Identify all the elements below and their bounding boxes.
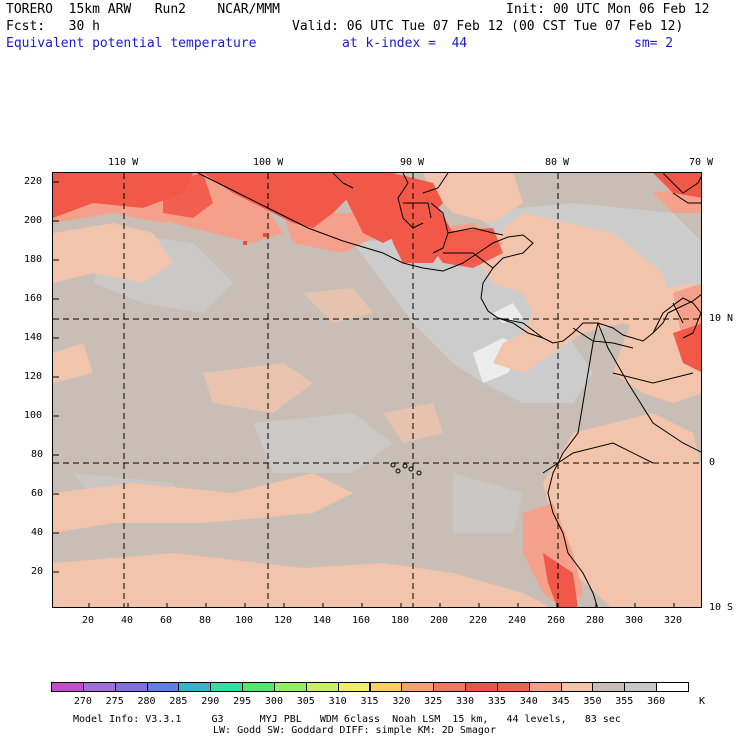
colorbar-swatch (242, 682, 275, 692)
lat-label-10s: 10 S (709, 602, 734, 613)
lon-label-70w: 70 W (689, 157, 714, 168)
graticule (53, 173, 701, 607)
valid-time: Valid: 06 UTC Tue 07 Feb 12 (00 CST Tue … (292, 19, 684, 34)
colorbar-label: 300 (264, 696, 283, 707)
colorbar-label: 310 (328, 696, 347, 707)
lon-label-110w: 110 W (108, 157, 139, 168)
x-tick: 180 (391, 615, 410, 626)
hot-regions (53, 173, 701, 607)
colorbar-swatch (624, 682, 658, 692)
x-tick: 280 (586, 615, 605, 626)
colorbar-swatch (82, 682, 116, 692)
x-tick: 100 (235, 615, 254, 626)
y-tick: 120 (24, 371, 43, 382)
colorbar-label: 360 (647, 696, 666, 707)
colorbar-swatch (51, 682, 84, 692)
x-tick: 220 (469, 615, 488, 626)
x-tick: 140 (313, 615, 332, 626)
level-index: at k-index = 44 (342, 36, 468, 51)
x-tick: 20 (82, 615, 95, 626)
colorbar-swatch (656, 682, 689, 692)
x-tick: 200 (430, 615, 449, 626)
lon-label-80w: 80 W (545, 157, 570, 168)
colorbar-swatch (496, 682, 530, 692)
theta-e-map (53, 173, 701, 607)
smoothing: sm= 2 (634, 36, 674, 51)
edge-ticks (53, 181, 675, 607)
colorbar-swatch (114, 682, 148, 692)
colorbar-label: 320 (392, 696, 411, 707)
colorbar-label: 315 (360, 696, 379, 707)
colorbar-label: 330 (456, 696, 475, 707)
lon-label-90w: 90 W (400, 157, 425, 168)
colorbar-swatch (433, 682, 467, 692)
colorbar-swatch (305, 682, 339, 692)
colorbar-swatch (210, 682, 244, 692)
y-tick: 40 (31, 527, 44, 538)
colorbar-swatch (528, 682, 562, 692)
y-tick: 20 (31, 566, 44, 577)
colorbar-label: 345 (551, 696, 570, 707)
x-tick: 80 (199, 615, 212, 626)
colorbar-swatch (592, 682, 626, 692)
lon-label-100w: 100 W (253, 157, 284, 168)
colorbar-swatch (146, 682, 180, 692)
colorbar-label: 335 (487, 696, 506, 707)
field-name: Equivalent potential temperature (6, 36, 257, 51)
colorbar-label: 295 (233, 696, 252, 707)
x-tick: 60 (160, 615, 173, 626)
y-tick: 160 (24, 293, 43, 304)
y-tick: 220 (24, 176, 43, 187)
colorbar-swatch (401, 682, 435, 692)
colorbar-swatch (369, 682, 403, 692)
forecast-hour: Fcst: 30 h (6, 19, 100, 34)
colorbar-label: 285 (169, 696, 188, 707)
map-panel (52, 172, 702, 608)
model-title: TORERO 15km ARW Run2 NCAR/MMM (6, 2, 280, 17)
colorbar-label: 305 (296, 696, 315, 707)
colorbar-swatch (560, 682, 594, 692)
x-tick: 160 (352, 615, 371, 626)
y-tick: 60 (31, 488, 44, 499)
y-tick: 200 (24, 215, 43, 226)
colorbar-swatch (465, 682, 498, 692)
colorbar-label: 340 (519, 696, 538, 707)
colorbar-label: 280 (137, 696, 156, 707)
red-spots (243, 233, 267, 245)
colorbar-label: 355 (615, 696, 634, 707)
lat-label-0: 0 (709, 457, 716, 468)
colorbar-swatch (273, 682, 307, 692)
warm-regions (53, 173, 701, 607)
init-time: Init: 00 UTC Mon 06 Feb 12 (506, 2, 710, 17)
colorbar-label: 270 (73, 696, 92, 707)
colorbar-unit: K (699, 696, 706, 707)
y-tick: 80 (31, 449, 44, 460)
coastlines (197, 173, 701, 607)
x-tick: 320 (664, 615, 683, 626)
colorbar-label: 325 (424, 696, 443, 707)
colorbar-swatch (178, 682, 212, 692)
colorbar-label: 275 (105, 696, 124, 707)
colorbar-label: 350 (583, 696, 602, 707)
colorbar-label: 290 (201, 696, 220, 707)
lat-label-10n: 10 N (709, 313, 734, 324)
y-tick: 180 (24, 254, 43, 265)
physics-info: LW: Godd SW: Goddard DIFF: simple KM: 2D… (213, 725, 496, 736)
colorbar-swatch (337, 682, 371, 692)
x-tick: 120 (274, 615, 293, 626)
x-tick: 40 (121, 615, 134, 626)
x-tick: 260 (547, 615, 566, 626)
x-tick: 300 (625, 615, 644, 626)
y-tick: 100 (24, 410, 43, 421)
x-tick: 240 (508, 615, 527, 626)
model-info: Model Info: V3.3.1 G3 MYJ PBL WDM 6class… (73, 714, 621, 725)
y-tick: 140 (24, 332, 43, 343)
